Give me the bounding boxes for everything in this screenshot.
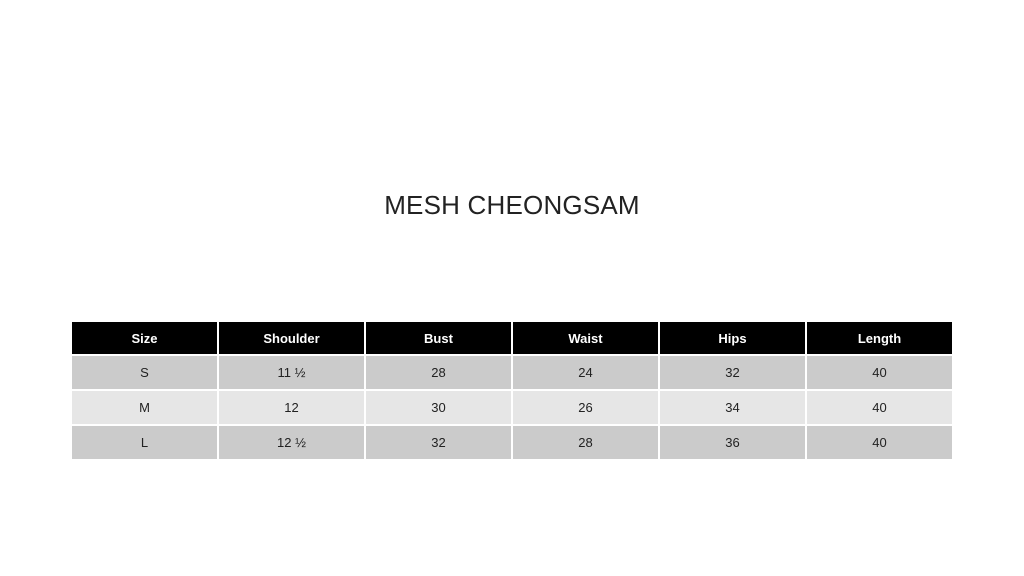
cell-length: 40 xyxy=(805,424,954,461)
table-row: S 11 ½ 28 24 32 40 xyxy=(70,354,954,391)
cell-length: 40 xyxy=(805,389,954,426)
cell-size: L xyxy=(70,424,219,461)
cell-size: S xyxy=(70,354,219,391)
size-chart-table: Size Shoulder Bust Waist Hips Length S 11… xyxy=(70,320,954,461)
cell-shoulder: 12 ½ xyxy=(217,424,366,461)
cell-size: M xyxy=(70,389,219,426)
cell-waist: 24 xyxy=(511,354,660,391)
cell-length: 40 xyxy=(805,354,954,391)
cell-hips: 32 xyxy=(658,354,807,391)
header-hips: Hips xyxy=(658,320,807,356)
cell-hips: 36 xyxy=(658,424,807,461)
cell-shoulder: 12 xyxy=(217,389,366,426)
cell-bust: 32 xyxy=(364,424,513,461)
cell-waist: 26 xyxy=(511,389,660,426)
cell-bust: 30 xyxy=(364,389,513,426)
header-size: Size xyxy=(70,320,219,356)
header-length: Length xyxy=(805,320,954,356)
cell-shoulder: 11 ½ xyxy=(217,354,366,391)
table-body: S 11 ½ 28 24 32 40 M 12 30 26 34 40 L 12 ½ 32 28 36 40 xyxy=(70,354,954,461)
cell-hips: 34 xyxy=(658,389,807,426)
page-title: MESH CHEONGSAM xyxy=(384,190,640,220)
header-shoulder: Shoulder xyxy=(217,320,366,356)
header-waist: Waist xyxy=(511,320,660,356)
header-bust: Bust xyxy=(364,320,513,356)
cell-bust: 28 xyxy=(364,354,513,391)
table-header-row: Size Shoulder Bust Waist Hips Length xyxy=(70,320,954,356)
table-row: L 12 ½ 32 28 36 40 xyxy=(70,424,954,461)
table-row: M 12 30 26 34 40 xyxy=(70,389,954,426)
cell-waist: 28 xyxy=(511,424,660,461)
